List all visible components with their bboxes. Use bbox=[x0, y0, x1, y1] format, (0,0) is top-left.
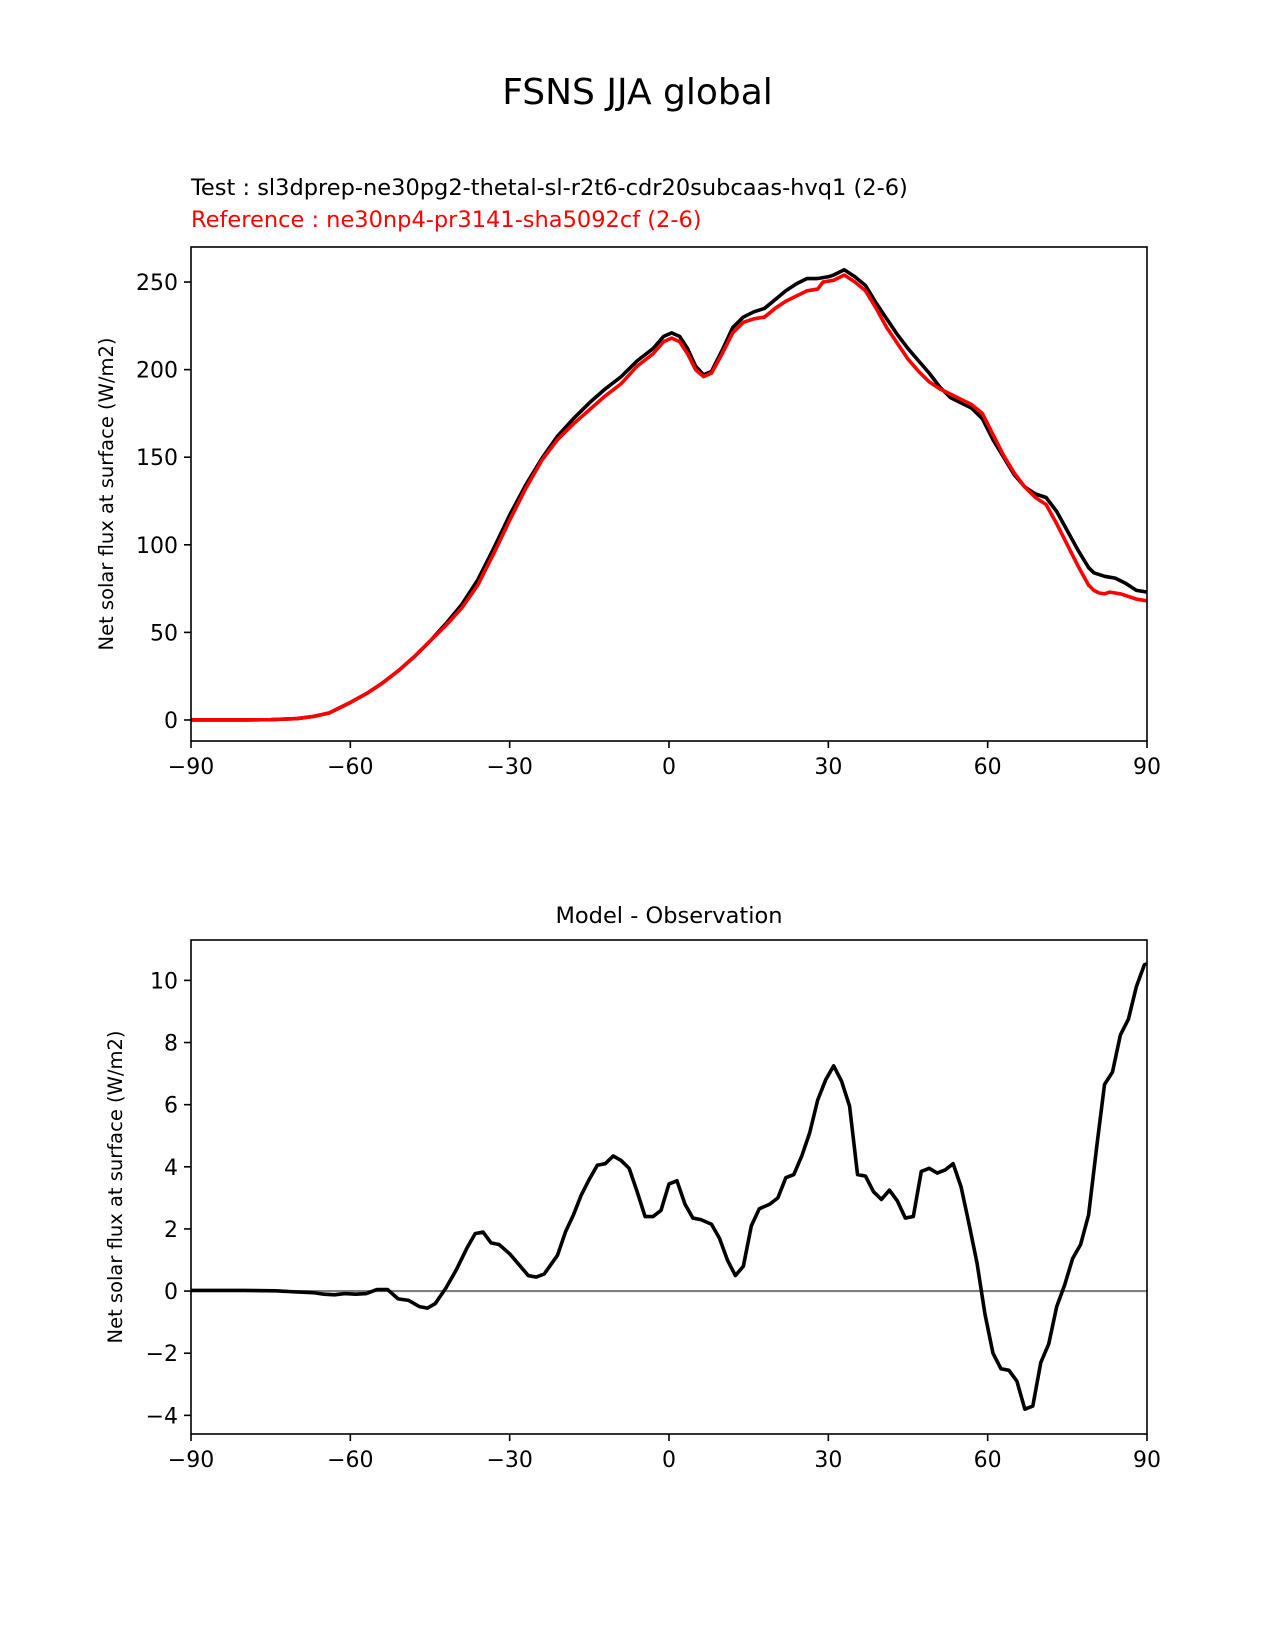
y-tick-label: 150 bbox=[136, 446, 178, 471]
figure-canvas: −90 −60 −30 0 30 60 90050100150200250Net solar… bbox=[0, 0, 1275, 1650]
x-tick-label: −60 bbox=[327, 755, 373, 780]
x-tick-label: −60 bbox=[327, 1448, 373, 1473]
y-tick-label: 0 bbox=[164, 1280, 178, 1305]
x-tick-label: 60 bbox=[974, 1448, 1002, 1473]
x-tick-label: 0 bbox=[662, 1448, 676, 1473]
y-tick-label: 50 bbox=[150, 621, 178, 646]
y-tick-label: 0 bbox=[164, 709, 178, 734]
x-tick-label: −30 bbox=[486, 1448, 532, 1473]
x-tick-label: 90 bbox=[1133, 755, 1161, 780]
y-axis-label: Net solar flux at surface (W/m2) bbox=[104, 1030, 127, 1343]
plot-area bbox=[191, 962, 1160, 1409]
y-tick-label: 250 bbox=[136, 271, 178, 296]
y-tick-label: −4 bbox=[146, 1404, 178, 1429]
y-tick-label: −2 bbox=[146, 1342, 178, 1367]
x-tick-label: 30 bbox=[814, 755, 842, 780]
x-tick-label: 0 bbox=[662, 755, 676, 780]
series-line-difference bbox=[191, 962, 1160, 1409]
x-tick-label: 90 bbox=[1133, 1448, 1161, 1473]
y-tick-label: 100 bbox=[136, 534, 178, 559]
y-tick-label: 2 bbox=[164, 1218, 178, 1243]
y-tick-label: 4 bbox=[164, 1156, 178, 1181]
y-tick-label: 10 bbox=[150, 969, 178, 994]
y-axis-label: Net solar flux at surface (W/m2) bbox=[95, 337, 118, 650]
x-tick-label: −30 bbox=[486, 755, 532, 780]
series-line-reference bbox=[191, 275, 1147, 720]
x-tick-label: 30 bbox=[814, 1448, 842, 1473]
x-tick-label: −90 bbox=[168, 1448, 214, 1473]
axes-frame bbox=[191, 247, 1147, 741]
plot-area bbox=[191, 270, 1147, 720]
chart-panel-1: −90 −60 −30 0 30 60 90 0 50 100 150 200 250 Net solar… bbox=[95, 247, 1161, 780]
y-tick-label: 200 bbox=[136, 359, 178, 384]
y-tick-label: 6 bbox=[164, 1094, 178, 1119]
x-tick-label: 60 bbox=[974, 755, 1002, 780]
chart-panel-2: −90 −60 −30 0 30 60 90 −4 −2 0 2 4 6 8 10 Net solar flu… bbox=[104, 940, 1161, 1473]
y-tick-label: 8 bbox=[164, 1032, 178, 1057]
x-tick-label: −90 bbox=[168, 755, 214, 780]
